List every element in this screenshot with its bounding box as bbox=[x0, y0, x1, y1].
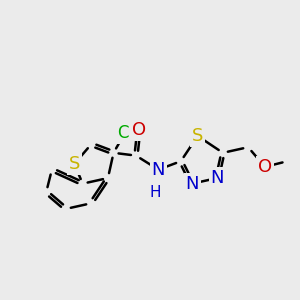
Text: N: N bbox=[185, 175, 199, 193]
Text: S: S bbox=[69, 155, 80, 173]
Text: S: S bbox=[192, 127, 203, 145]
Text: O: O bbox=[258, 158, 272, 176]
Text: O: O bbox=[132, 122, 146, 140]
Text: N: N bbox=[211, 169, 224, 187]
Text: Cl: Cl bbox=[117, 124, 133, 142]
Text: N: N bbox=[152, 160, 165, 178]
Text: H: H bbox=[150, 184, 161, 200]
